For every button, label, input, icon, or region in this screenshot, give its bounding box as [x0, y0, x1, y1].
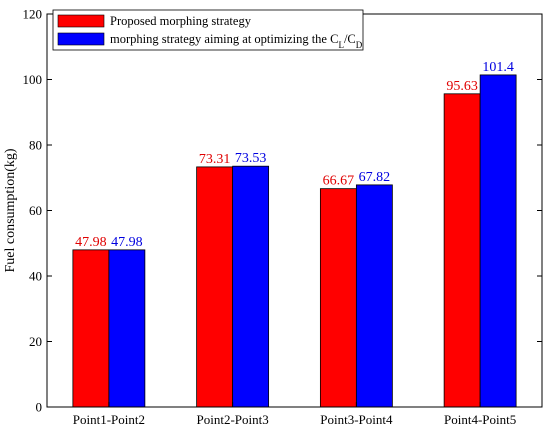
- y-tick-label-100: 100: [23, 72, 43, 87]
- data-label-series2-point3-point4: 67.82: [359, 170, 391, 185]
- data-label-series1-point1-point2: 47.98: [75, 235, 107, 250]
- data-label-series1-point2-point3: 73.31: [199, 152, 231, 167]
- bar-series2-point3-point4: [355, 184, 393, 408]
- x-tick-label-point4-point5: Point4-Point5: [444, 412, 516, 427]
- data-label-series2-point1-point2: 47.98: [111, 235, 143, 250]
- y-tick-label-20: 20: [29, 334, 42, 349]
- bar-series2-point1-point2: [108, 249, 146, 408]
- legend-label-proposed: Proposed morphing strategy: [110, 14, 252, 28]
- data-label-series2-point2-point3: 73.53: [235, 151, 267, 166]
- y-tick-label-0: 0: [36, 400, 43, 415]
- y-tick-label-60: 60: [29, 203, 42, 218]
- legend-swatch-cl-cd: [57, 32, 105, 46]
- legend-box: [52, 9, 364, 51]
- y-tick-label-40: 40: [29, 269, 42, 284]
- x-tick-label-point3-point4: Point3-Point4: [320, 412, 393, 427]
- bars-layer: [72, 74, 517, 408]
- legend-swatch-proposed: [57, 14, 105, 28]
- bar-series1-point4-point5: [443, 93, 481, 408]
- ticks-layer: Point1-Point2 Point2-Point3 Point3-Point4 P…: [23, 7, 542, 427]
- legend-label-cl-cd: morphing strategy aiming at optimizing t…: [110, 32, 363, 50]
- bar-series2-point2-point3: [232, 165, 270, 408]
- data-label-series1-point4-point5: 95.63: [446, 79, 478, 94]
- data-label-series1-point3-point4: 66.67: [323, 174, 355, 189]
- x-tick-label-point1-point2: Point1-Point2: [73, 412, 145, 427]
- legend: Proposed morphing strategy morphing stra…: [52, 9, 364, 51]
- y-axis-title: Fuel consumption(kg): [3, 148, 18, 272]
- bar-series1-point3-point4: [319, 188, 357, 408]
- x-tick-label-point2-point3: Point2-Point3: [197, 412, 269, 427]
- data-label-series2-point4-point5: 101.4: [482, 60, 514, 75]
- y-tick-label-80: 80: [29, 138, 42, 153]
- bar-series2-point4-point5: [479, 74, 517, 408]
- bar-series1-point2-point3: [196, 166, 234, 408]
- data-labels-layer: 47.98 47.98 73.31 73.53 66.67 67.82 95.63 101.4: [75, 60, 514, 250]
- bar-series1-point1-point2: [72, 249, 110, 408]
- y-tick-label-120: 120: [23, 7, 43, 22]
